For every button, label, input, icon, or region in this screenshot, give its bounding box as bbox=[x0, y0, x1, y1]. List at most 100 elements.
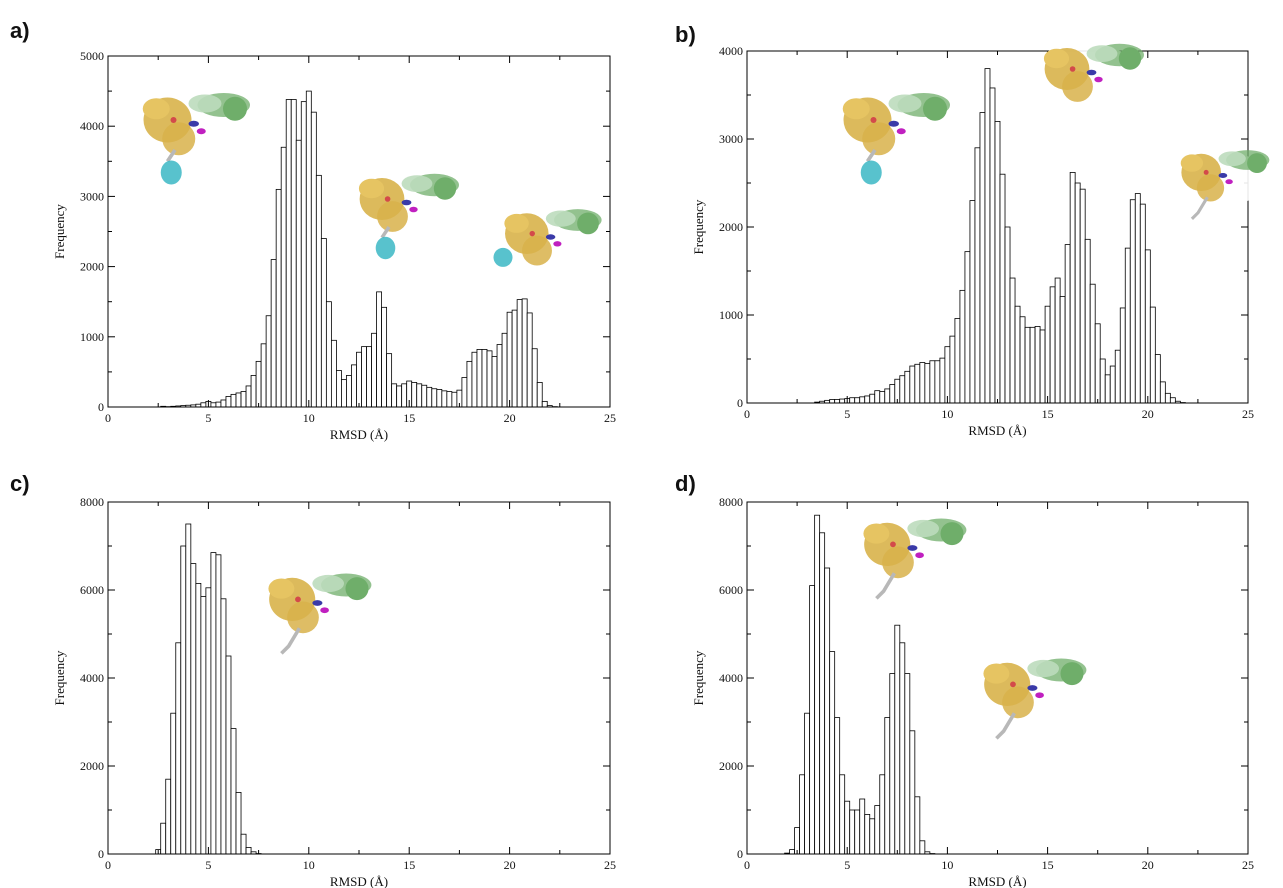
y-tick-label: 1000 bbox=[719, 308, 743, 322]
histogram-bar bbox=[789, 849, 795, 855]
histogram-bar bbox=[884, 388, 891, 404]
histogram-bar bbox=[1164, 392, 1171, 404]
histogram-bar bbox=[230, 393, 237, 408]
histogram-bar bbox=[371, 332, 377, 408]
histogram-bar bbox=[829, 399, 836, 404]
histogram-bar bbox=[904, 673, 911, 855]
histogram-bar bbox=[1044, 305, 1051, 404]
protein-structure-image bbox=[974, 658, 1087, 740]
histogram-bar bbox=[889, 384, 896, 404]
histogram-bar bbox=[1159, 381, 1166, 404]
panel-label-b: b) bbox=[675, 22, 696, 47]
histogram-bar bbox=[1119, 307, 1126, 404]
histogram-bar bbox=[1099, 358, 1106, 404]
histogram-bar bbox=[280, 146, 287, 408]
histogram-bar bbox=[954, 318, 961, 404]
histogram-bar bbox=[979, 112, 986, 404]
histogram-bar bbox=[1004, 226, 1011, 404]
histogram-bar bbox=[869, 818, 876, 855]
y-axis-label: Frequency bbox=[52, 650, 67, 705]
histogram-bar bbox=[265, 315, 272, 408]
histogram-bar bbox=[315, 174, 322, 408]
histogram-bar bbox=[1144, 249, 1151, 404]
y-tick-label: 0 bbox=[98, 400, 104, 414]
histogram-bar bbox=[421, 384, 428, 408]
y-tick-label: 4000 bbox=[80, 671, 104, 685]
x-tick-label: 25 bbox=[604, 858, 616, 872]
y-tick-label: 2000 bbox=[80, 260, 104, 274]
histogram-bar bbox=[521, 298, 528, 408]
histogram-bar bbox=[341, 379, 347, 408]
histogram-bar bbox=[401, 383, 408, 408]
x-tick-label: 5 bbox=[205, 858, 211, 872]
protein-structure-image bbox=[854, 518, 967, 600]
histogram-panel-a: 0 5 10 15 20 25 0 1000 2000 3000 4000 5000 RMSD (Å) F… bbox=[52, 49, 616, 442]
histogram-bar bbox=[974, 147, 981, 404]
histogram-bar bbox=[531, 348, 538, 408]
histogram-bar bbox=[310, 111, 317, 408]
histogram-bar bbox=[195, 583, 202, 855]
y-tick-label: 2000 bbox=[80, 759, 104, 773]
histogram-bar bbox=[879, 774, 886, 855]
histogram-bar bbox=[834, 399, 841, 404]
histogram-bar bbox=[270, 259, 277, 408]
histogram-bar bbox=[180, 545, 187, 855]
histogram-bar bbox=[245, 385, 252, 408]
histogram-bar bbox=[884, 717, 891, 855]
panel-label-a: a) bbox=[10, 18, 30, 43]
histogram-bar bbox=[1094, 323, 1101, 404]
histogram-bar bbox=[190, 563, 197, 855]
histogram-bar bbox=[939, 357, 946, 404]
histogram-bar bbox=[1114, 349, 1121, 404]
y-tick-label: 6000 bbox=[719, 583, 743, 597]
histogram-bar bbox=[160, 822, 167, 855]
histogram-bar bbox=[909, 365, 916, 404]
y-tick-label: 0 bbox=[737, 847, 743, 861]
y-tick-label: 3000 bbox=[80, 189, 104, 203]
histogram-bar bbox=[411, 382, 418, 408]
histogram-bar bbox=[1109, 365, 1116, 404]
histogram-bar bbox=[330, 339, 337, 408]
x-tick-label: 20 bbox=[1142, 858, 1154, 872]
histogram-bar bbox=[175, 642, 182, 855]
y-tick-label: 0 bbox=[737, 396, 743, 410]
histogram-bar bbox=[1154, 354, 1161, 404]
histogram-bar bbox=[1084, 238, 1091, 404]
histogram-bar bbox=[1129, 199, 1136, 404]
x-tick-label: 15 bbox=[1042, 858, 1054, 872]
histogram-bar bbox=[346, 375, 352, 408]
histogram-bar bbox=[220, 598, 227, 855]
histogram-bar bbox=[320, 238, 327, 408]
histogram-bar bbox=[541, 400, 548, 408]
protein-structure-image bbox=[833, 93, 950, 185]
x-axis-label: RMSD (Å) bbox=[330, 874, 388, 888]
x-tick-label: 5 bbox=[205, 411, 211, 425]
x-axis-ticks: 0 5 10 15 20 25 bbox=[744, 502, 1254, 872]
histogram-bar bbox=[200, 402, 207, 408]
histogram-bar bbox=[290, 99, 297, 408]
histogram-bar bbox=[441, 390, 448, 408]
histogram-bar bbox=[165, 778, 172, 855]
histogram-bar bbox=[215, 554, 222, 855]
histogram-bar bbox=[864, 814, 871, 855]
x-tick-label: 0 bbox=[744, 407, 750, 421]
histogram-bar bbox=[496, 344, 503, 408]
histogram-bar bbox=[964, 251, 971, 404]
histogram-bar bbox=[200, 596, 207, 855]
x-tick-label: 0 bbox=[105, 411, 111, 425]
y-tick-label: 2000 bbox=[719, 759, 743, 773]
histogram-bar bbox=[351, 364, 357, 408]
histogram-bar bbox=[285, 99, 292, 408]
histogram-bar bbox=[904, 370, 911, 404]
histogram-bar bbox=[839, 774, 846, 855]
histogram-bar bbox=[511, 309, 518, 408]
histogram-bar bbox=[809, 585, 816, 855]
histogram-bar bbox=[426, 386, 433, 408]
histogram-bar bbox=[240, 833, 247, 855]
x-tick-label: 25 bbox=[1242, 858, 1254, 872]
histogram-bar bbox=[894, 624, 901, 855]
histogram-bar bbox=[300, 101, 307, 408]
protein-structure-image bbox=[1173, 150, 1270, 220]
histogram-bar bbox=[929, 360, 936, 404]
x-tick-label: 10 bbox=[303, 411, 315, 425]
